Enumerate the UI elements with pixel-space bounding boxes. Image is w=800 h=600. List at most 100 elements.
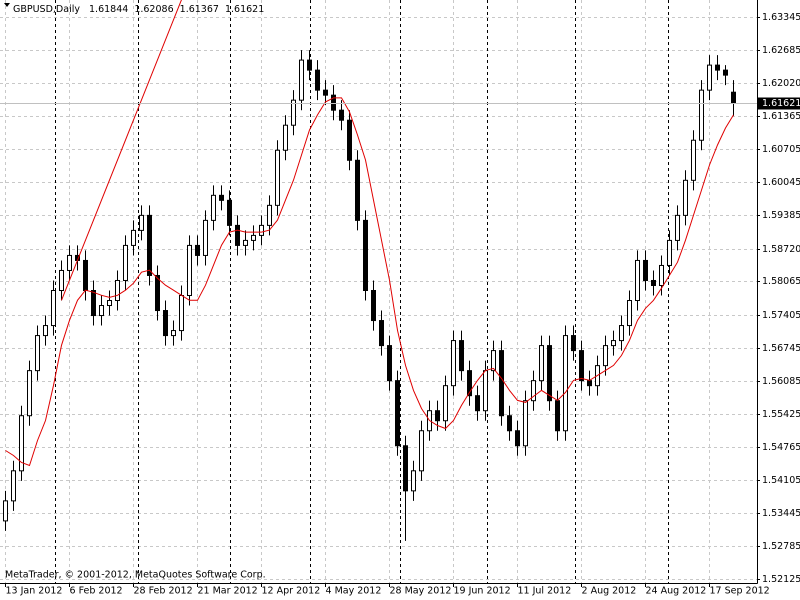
candle-body bbox=[107, 300, 112, 307]
moving-average-line bbox=[5, 97, 734, 467]
x-tick-label: 2 Aug 2012 bbox=[582, 586, 637, 597]
candle-body bbox=[283, 124, 288, 151]
x-tick-label: 11 Jul 2012 bbox=[518, 586, 572, 597]
y-tick-label: 1.62685 bbox=[762, 45, 800, 56]
candle-body bbox=[731, 91, 736, 104]
y-tick-label: 1.58065 bbox=[762, 276, 800, 287]
candle-body bbox=[291, 99, 296, 126]
candle-body bbox=[603, 345, 608, 367]
candle-body bbox=[331, 94, 336, 111]
candle-body bbox=[35, 335, 40, 372]
y-tick-label: 1.58720 bbox=[762, 244, 800, 255]
candle-body bbox=[419, 430, 424, 472]
x-tick-label: 28 Feb 2012 bbox=[134, 586, 193, 597]
candle-body bbox=[219, 194, 224, 201]
candle-body bbox=[635, 259, 640, 302]
candle-body bbox=[691, 139, 696, 181]
candle-body bbox=[3, 500, 8, 522]
candle-body bbox=[619, 325, 624, 342]
candle-body bbox=[267, 204, 272, 226]
candle-body bbox=[259, 224, 264, 236]
candle-body bbox=[315, 69, 320, 91]
chart-header: GBPUSD,Daily 1.61844 1.62086 1.61367 1.6… bbox=[13, 4, 264, 15]
y-tick-label: 1.52785 bbox=[762, 541, 800, 552]
candle-body bbox=[83, 259, 88, 291]
candle-body bbox=[547, 345, 552, 402]
candle-body bbox=[91, 289, 96, 317]
header-close: 1.61621 bbox=[225, 4, 264, 15]
candle-body bbox=[27, 370, 32, 417]
candle-body bbox=[395, 380, 400, 447]
candle-body bbox=[235, 224, 240, 246]
y-tick-label: 1.62020 bbox=[762, 78, 800, 89]
candle-body bbox=[387, 345, 392, 382]
candle-body bbox=[627, 300, 632, 327]
candle-body bbox=[459, 340, 464, 372]
candle-body bbox=[659, 264, 664, 286]
plot-area bbox=[0, 0, 757, 541]
candle-body bbox=[451, 340, 456, 387]
candle-body bbox=[371, 289, 376, 322]
candle-body bbox=[251, 234, 256, 241]
candle-body bbox=[379, 320, 384, 347]
y-tick-label: 1.63345 bbox=[762, 12, 800, 23]
candle-body bbox=[571, 335, 576, 352]
candle-body bbox=[483, 370, 488, 412]
x-tick-label: 12 Apr 2012 bbox=[262, 586, 321, 597]
candle-body bbox=[683, 179, 688, 216]
candle-body bbox=[187, 244, 192, 297]
candle-body bbox=[411, 470, 416, 492]
x-tick-label: 19 Jun 2012 bbox=[454, 586, 511, 597]
candle-body bbox=[587, 380, 592, 387]
candle-body bbox=[243, 239, 248, 246]
candle-body bbox=[651, 279, 656, 286]
current-price-box bbox=[758, 97, 800, 110]
candle-body bbox=[523, 400, 528, 447]
y-tick-label: 1.60045 bbox=[762, 177, 800, 188]
candle-body bbox=[643, 259, 648, 281]
candle-body bbox=[443, 385, 448, 422]
candle-body bbox=[467, 370, 472, 397]
y-tick-label: 1.55425 bbox=[762, 409, 800, 420]
candle-body bbox=[171, 330, 176, 337]
y-tick-label: 1.61365 bbox=[762, 111, 800, 122]
x-tick-label: 6 Feb 2012 bbox=[70, 586, 123, 597]
candle-body bbox=[123, 244, 128, 281]
y-tick-label: 1.56745 bbox=[762, 343, 800, 354]
candle-body bbox=[355, 159, 360, 221]
candle-body bbox=[563, 335, 568, 432]
candle-body bbox=[131, 229, 136, 246]
candle-body bbox=[115, 279, 120, 302]
candle-body bbox=[579, 350, 584, 382]
y-tick-label: 1.60705 bbox=[762, 144, 800, 155]
header-open: 1.61844 bbox=[89, 4, 128, 15]
candle-body bbox=[139, 214, 144, 231]
y-tick-label: 1.56085 bbox=[762, 376, 800, 387]
candle-body bbox=[435, 410, 440, 422]
candle-body bbox=[723, 69, 728, 76]
x-tick-label: 28 May 2012 bbox=[390, 586, 452, 597]
y-tick-label: 1.54765 bbox=[762, 442, 800, 453]
candle-body bbox=[99, 305, 104, 317]
candle-body bbox=[307, 59, 312, 71]
candle-body bbox=[507, 415, 512, 432]
candle-body bbox=[531, 380, 536, 402]
candle-body bbox=[19, 415, 24, 472]
y-tick-label: 1.52125 bbox=[762, 574, 800, 585]
copyright-footer: MetaTrader, © 2001-2012, MetaQuotes Soft… bbox=[5, 570, 266, 581]
candle-body bbox=[707, 64, 712, 91]
y-tick-label: 1.53445 bbox=[762, 508, 800, 519]
candle-body bbox=[715, 64, 720, 71]
y-tick-label: 1.57405 bbox=[762, 310, 800, 321]
candle-body bbox=[43, 325, 48, 337]
candle-body bbox=[363, 219, 368, 291]
x-tick-label: 13 Jan 2012 bbox=[6, 586, 63, 597]
current-price-label: 1.61621 bbox=[762, 98, 800, 109]
trendline bbox=[61, 0, 182, 301]
candle-body bbox=[147, 214, 152, 276]
candle-body bbox=[323, 89, 328, 96]
candle-body bbox=[163, 310, 168, 337]
candle-body bbox=[667, 239, 672, 266]
candle-body bbox=[179, 295, 184, 332]
